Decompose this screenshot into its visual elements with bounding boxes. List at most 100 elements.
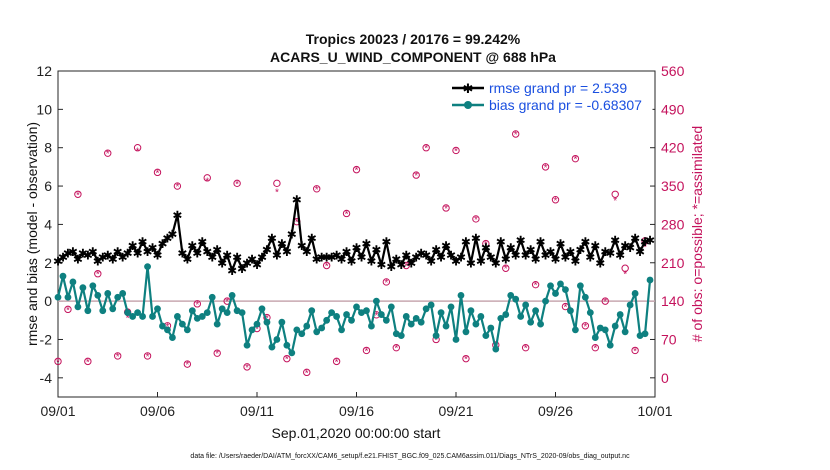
rmse-point: ✱: [217, 256, 227, 270]
bias-point: [581, 293, 589, 301]
obs-assimilated-point: *: [603, 297, 607, 308]
bias-point: [223, 309, 231, 317]
obs-possible-point: [551, 196, 560, 204]
rmse-point: ✱: [93, 254, 103, 268]
obs-possible-point: [581, 322, 590, 330]
obs-possible-point: [303, 368, 311, 377]
legend-bias-label: bias grand pr = -0.68307: [489, 97, 642, 113]
x-tick-label: 09/21: [438, 403, 473, 419]
obs-assimilated-point: *: [414, 171, 418, 182]
obs-possible-point: [193, 300, 202, 308]
rmse-point: ✱: [521, 249, 531, 263]
bias-point: [64, 293, 72, 301]
bias-point: [268, 343, 276, 351]
rmse-point: ✱: [351, 241, 361, 255]
bias-point: [159, 322, 166, 330]
obs-assimilated-point: *: [156, 168, 160, 179]
rmse-point: ✱: [555, 237, 565, 251]
bias-point: [402, 313, 410, 320]
obs-assimilated-point: *: [643, 242, 647, 253]
bias-point: [363, 307, 370, 315]
rmse-point: ✱: [197, 235, 207, 249]
y-tick-label: -2: [40, 331, 53, 347]
rmse-point: ✱: [147, 241, 157, 255]
obs-assimilated-point: *: [434, 335, 438, 346]
rmse-point: ✱: [302, 245, 312, 259]
bias-point: [218, 305, 226, 313]
rmse-point: ✱: [192, 247, 202, 261]
rmse-point: ✱: [516, 233, 526, 247]
rmse-point: ✱: [565, 245, 575, 259]
rmse-point: ✱: [138, 235, 148, 249]
y-right-tick-label: 420: [661, 140, 685, 156]
bias-point: [213, 320, 221, 328]
bias-point: [492, 345, 500, 353]
obs-assimilated-point: *: [573, 155, 577, 166]
obs-possible-point: [133, 144, 142, 152]
y-tick-label: 4: [44, 216, 52, 232]
obs-assimilated-point: *: [175, 182, 179, 193]
obs-possible-point: [442, 204, 450, 212]
bias-point: [149, 313, 156, 320]
obs-assimilated-point: *: [464, 355, 468, 366]
bias-point: [606, 341, 614, 349]
obs-assimilated-point: *: [374, 311, 378, 322]
legend-rmse-label: rmse grand pr = 2.539: [489, 80, 627, 96]
bias-point: [611, 322, 619, 330]
rmse-point: ✱: [152, 249, 162, 263]
bias-point: [557, 280, 564, 288]
rmse-point: ✱: [466, 256, 476, 270]
rmse-point: ✱: [292, 193, 302, 207]
rmse-point: ✱: [590, 239, 600, 253]
obs-possible-point: [382, 278, 391, 286]
rmse-point: ✱: [187, 239, 197, 253]
rmse-point: ✱: [610, 233, 620, 247]
rmse-line: [57, 198, 651, 272]
bias-point: [69, 278, 77, 286]
rmse-point: ✱: [53, 254, 63, 268]
y-tick-label: 12: [36, 63, 52, 79]
obs-assimilated-point: *: [504, 264, 508, 275]
rmse-point: ✱: [312, 252, 322, 266]
obs-possible-point: [631, 346, 639, 355]
legend-box: [445, 77, 653, 117]
rmse-point: ✱: [182, 252, 192, 266]
bias-point: [626, 301, 634, 309]
rmse-point: ✱: [113, 245, 123, 259]
bias-point: [646, 276, 654, 284]
obs-possible-point: [472, 215, 480, 223]
bias-point: [631, 290, 639, 297]
bias-point: [512, 295, 520, 303]
obs-assimilated-point: *: [205, 177, 209, 188]
obs-assimilated-point: *: [514, 130, 518, 141]
bias-point: [293, 326, 301, 334]
rmse-point: ✱: [207, 251, 217, 265]
bias-point: [258, 305, 266, 313]
bias-point: [477, 313, 485, 320]
bias-point: [178, 320, 186, 328]
obs-possible-point: [571, 154, 580, 163]
obs-possible-point: [313, 185, 321, 193]
rmse-point: ✱: [88, 245, 98, 259]
rmse-point: ✱: [615, 249, 625, 263]
bias-point: [253, 320, 261, 328]
obs-possible-point: [392, 343, 400, 352]
obs-assimilated-point: *: [136, 146, 140, 157]
bias-point: [537, 320, 544, 328]
bias-point: [318, 324, 326, 332]
y-tick-label: 2: [44, 255, 52, 271]
rmse-point: ✱: [386, 260, 396, 274]
rmse-point: ✱: [605, 247, 615, 261]
rmse-point: ✱: [645, 233, 655, 247]
obs-possible-point: [422, 144, 430, 152]
rmse-point: ✱: [172, 208, 182, 222]
obs-possible-point: [601, 297, 609, 305]
obs-possible-point: [114, 352, 122, 360]
y-right-tick-label: 0: [661, 370, 669, 386]
obs-assimilated-point: *: [424, 144, 428, 155]
obs-assimilated-point: *: [554, 196, 558, 207]
y-axis-label: rmse and bias (model - observation): [24, 122, 40, 346]
bias-point: [338, 326, 345, 334]
rmse-point: ✱: [416, 247, 426, 261]
obs-possible-point: [322, 261, 331, 270]
